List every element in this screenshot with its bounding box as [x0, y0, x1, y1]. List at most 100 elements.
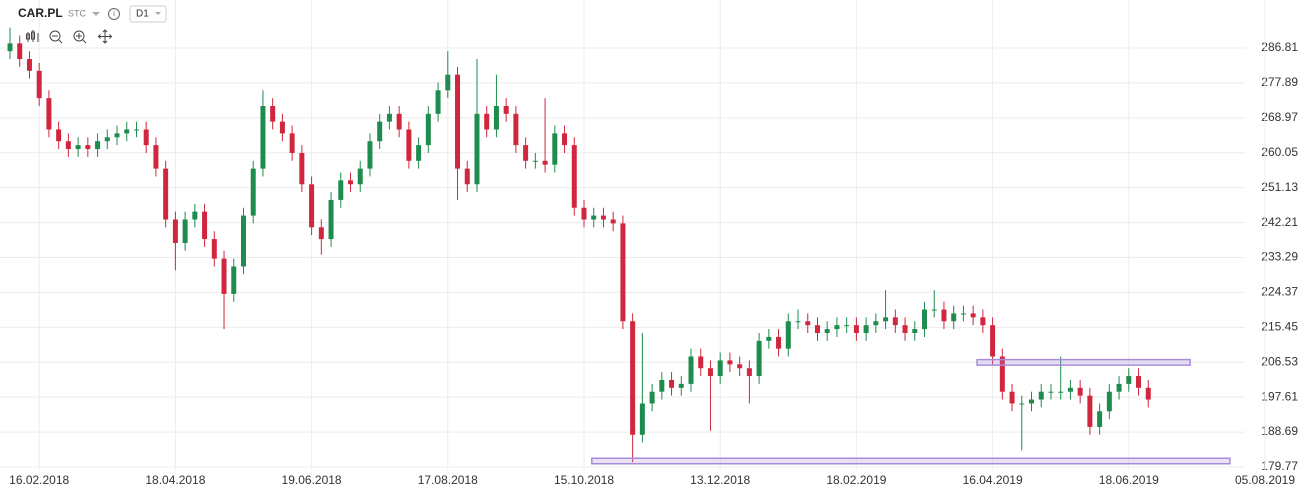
candle-body: [289, 133, 295, 153]
candle-body: [990, 325, 996, 357]
y-tick-label: 286.81: [1261, 40, 1298, 54]
candle-body: [445, 74, 451, 91]
candle-body: [912, 329, 918, 334]
dropdown-arrow[interactable]: [92, 12, 100, 16]
x-tick-label: 15.10.2018: [554, 473, 614, 487]
y-tick-label: 224.37: [1261, 285, 1298, 299]
candle-body: [75, 145, 81, 150]
candle-body: [455, 74, 461, 169]
candle-body: [211, 239, 217, 259]
pan[interactable]: [97, 29, 113, 44]
candle-body: [377, 121, 383, 142]
y-tick-label: 242.21: [1261, 215, 1298, 229]
candle-body: [766, 336, 772, 341]
candle-body: [192, 211, 198, 220]
x-tick-label: 13.12.2018: [690, 473, 750, 487]
interval-select[interactable]: [129, 5, 167, 23]
candle-body: [133, 129, 139, 131]
candle-body: [523, 145, 529, 161]
candle-body: [1029, 399, 1035, 404]
header: CAR.PL STC i D1: [18, 5, 167, 23]
candle-body: [182, 219, 188, 243]
candle-body: [571, 145, 577, 208]
candle-body: [493, 105, 499, 130]
candle-body: [863, 325, 869, 334]
candle-body: [338, 180, 344, 200]
svg-text:i: i: [113, 9, 115, 18]
candle-body: [1067, 387, 1073, 392]
candle-body: [707, 368, 713, 377]
candle-body: [503, 105, 509, 114]
x-tick-label: 16.02.2018: [9, 473, 69, 487]
candle-body: [386, 113, 392, 122]
candle-body: [746, 368, 752, 377]
candle-body: [1116, 383, 1122, 392]
x-tick-label: 05.08.2019: [1235, 473, 1295, 487]
candle-body: [883, 317, 889, 322]
candle-body: [65, 141, 71, 150]
market: STC: [68, 8, 87, 18]
candle-body: [659, 379, 665, 392]
candle-body: [902, 325, 908, 334]
candle-body: [649, 391, 655, 404]
candle-body: [396, 113, 402, 130]
candle-body: [46, 98, 52, 130]
candle-body: [532, 160, 538, 162]
candle-tool[interactable]: [26, 30, 39, 42]
price-zone: [591, 457, 1231, 465]
candle-body: [834, 325, 840, 330]
y-tick-label: 268.97: [1261, 110, 1298, 124]
candle-body: [114, 133, 120, 138]
candle-body: [172, 219, 178, 243]
zoom-in[interactable]: [73, 30, 87, 44]
candle-body: [717, 360, 723, 377]
symbol: CAR.PL: [18, 6, 63, 20]
x-tick-label: 18.02.2019: [826, 473, 886, 487]
candle-body: [153, 145, 159, 169]
candle-body: [328, 199, 334, 240]
candle-body: [1136, 376, 1142, 388]
candle-body: [124, 129, 130, 134]
candle-body: [357, 168, 363, 185]
y-tick-label: 233.29: [1261, 250, 1298, 264]
candle-body: [776, 336, 782, 349]
candle-body: [552, 133, 558, 165]
candle-body: [7, 43, 13, 52]
candle-body: [143, 129, 149, 146]
candle-body: [1058, 391, 1064, 393]
candle-body: [892, 317, 898, 326]
candle-body: [581, 207, 587, 220]
y-tick-label: 188.69: [1261, 424, 1298, 438]
info-icon[interactable]: [108, 8, 120, 20]
candle-body: [104, 137, 110, 142]
toolbar: [26, 29, 113, 44]
candle-body: [240, 215, 246, 267]
candle-body: [85, 145, 91, 150]
candle-body: [163, 168, 169, 220]
candle-body: [873, 321, 879, 326]
candle-body: [999, 356, 1005, 392]
candle-body: [970, 313, 976, 318]
price-zone: [976, 358, 1191, 366]
candle-body: [1019, 403, 1025, 405]
candle-body: [562, 133, 568, 146]
candle-body: [931, 309, 937, 311]
candle-body: [1087, 395, 1093, 427]
candle-body: [95, 141, 101, 150]
y-tick-label: 260.05: [1261, 145, 1298, 159]
candle-body: [921, 309, 927, 330]
candle-body: [600, 215, 606, 220]
candle-body: [678, 383, 684, 388]
candle-body: [756, 340, 762, 377]
y-tick-label: 277.89: [1261, 75, 1298, 89]
candle-body: [367, 141, 373, 169]
zoom-out[interactable]: [49, 30, 63, 44]
candle-body: [1126, 376, 1132, 384]
candle-body: [231, 266, 237, 294]
candle-body: [669, 379, 675, 388]
candle-body: [795, 321, 801, 323]
x-tick-label: 19.06.2018: [282, 473, 342, 487]
candle-body: [688, 356, 694, 384]
candle-body: [941, 309, 947, 322]
